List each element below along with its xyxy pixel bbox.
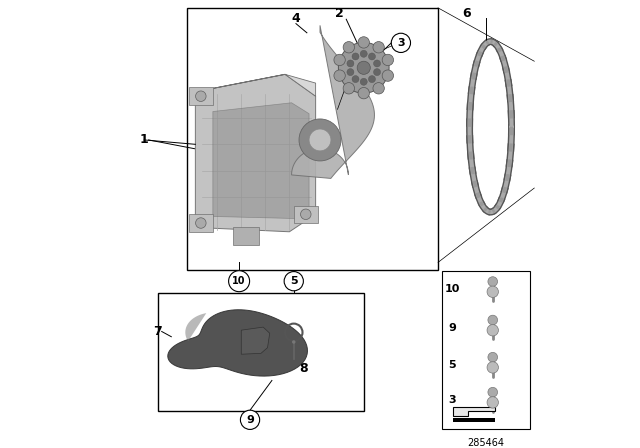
Circle shape	[347, 69, 354, 76]
Circle shape	[488, 388, 497, 397]
Circle shape	[357, 61, 371, 74]
Text: 8: 8	[300, 362, 308, 375]
Circle shape	[334, 54, 346, 65]
Text: 9: 9	[448, 323, 456, 333]
Polygon shape	[453, 407, 495, 416]
Text: 10: 10	[444, 284, 460, 294]
Circle shape	[358, 87, 369, 99]
Circle shape	[369, 76, 376, 82]
Circle shape	[382, 70, 394, 81]
Bar	[158, 293, 364, 411]
Bar	[189, 214, 213, 232]
Circle shape	[488, 353, 497, 362]
Circle shape	[360, 78, 367, 85]
Circle shape	[347, 60, 354, 67]
Polygon shape	[232, 228, 259, 245]
Bar	[442, 271, 530, 429]
Circle shape	[488, 315, 497, 325]
Circle shape	[292, 340, 296, 344]
Circle shape	[196, 91, 206, 101]
Circle shape	[343, 82, 355, 94]
Circle shape	[339, 43, 389, 93]
Circle shape	[358, 37, 369, 48]
Bar	[187, 8, 438, 270]
Bar	[453, 418, 495, 422]
Circle shape	[373, 82, 385, 94]
Text: 5: 5	[448, 360, 456, 370]
Circle shape	[360, 50, 367, 57]
Circle shape	[373, 42, 385, 53]
Circle shape	[487, 324, 499, 336]
Circle shape	[343, 42, 355, 53]
Polygon shape	[292, 26, 374, 178]
Circle shape	[352, 53, 359, 60]
Text: 1: 1	[140, 134, 148, 146]
Text: 7: 7	[153, 325, 162, 338]
Polygon shape	[186, 313, 206, 341]
Circle shape	[488, 277, 497, 286]
Circle shape	[382, 54, 394, 65]
Text: 10: 10	[232, 276, 246, 286]
Polygon shape	[168, 310, 307, 376]
Polygon shape	[195, 74, 316, 232]
Circle shape	[487, 397, 499, 408]
Text: 5: 5	[290, 276, 298, 286]
Text: 285464: 285464	[468, 438, 505, 448]
Text: 3: 3	[397, 38, 404, 48]
Polygon shape	[213, 103, 309, 219]
Circle shape	[369, 53, 376, 60]
Circle shape	[391, 33, 410, 52]
Bar	[294, 206, 318, 223]
Circle shape	[196, 218, 206, 228]
Circle shape	[228, 271, 250, 292]
Circle shape	[487, 286, 499, 297]
Polygon shape	[195, 74, 316, 96]
Circle shape	[374, 60, 381, 67]
Circle shape	[309, 129, 331, 151]
Polygon shape	[241, 327, 269, 354]
Text: 2: 2	[335, 7, 344, 20]
Circle shape	[352, 76, 359, 82]
Text: 9: 9	[246, 415, 254, 425]
Circle shape	[487, 362, 499, 373]
Bar	[189, 87, 213, 105]
Circle shape	[374, 69, 381, 76]
Circle shape	[301, 209, 311, 220]
Circle shape	[241, 410, 260, 430]
Circle shape	[334, 70, 346, 81]
Text: 4: 4	[292, 12, 300, 25]
Text: 6: 6	[463, 7, 471, 20]
Circle shape	[284, 271, 303, 291]
Circle shape	[299, 119, 341, 161]
Text: 3: 3	[448, 395, 456, 405]
